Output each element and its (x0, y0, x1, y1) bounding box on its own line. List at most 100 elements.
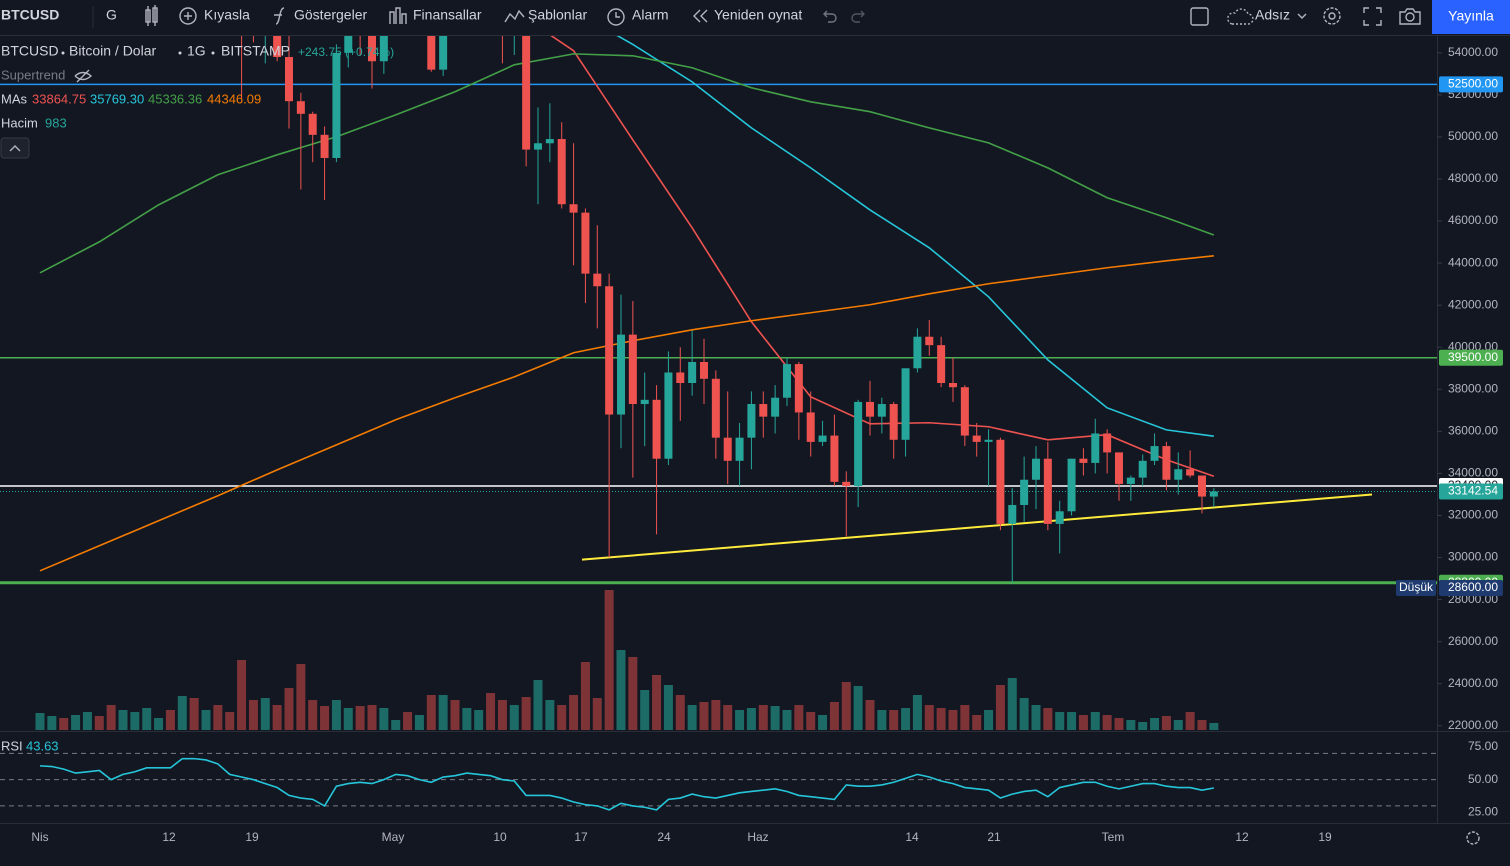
volume-bar (616, 650, 626, 730)
toolbar-button[interactable]: Finansallar (413, 7, 482, 23)
fullscreen-icon[interactable] (1363, 7, 1382, 26)
volume-bar (237, 660, 247, 730)
level-tag-bg (1439, 76, 1503, 93)
volume-bar (533, 680, 543, 730)
legend-change: +243.75 (+0.74%) (298, 45, 394, 59)
level-tag-bg (1439, 349, 1503, 366)
volume-bar (735, 710, 745, 730)
volume-bar (794, 705, 804, 730)
volume-bar (189, 698, 199, 730)
volume-bar (924, 705, 934, 730)
dot (178, 51, 182, 55)
trendline (581, 493, 1373, 561)
layout-name[interactable]: Adsız (1255, 7, 1290, 23)
redo-icon[interactable] (851, 10, 865, 23)
volume-bar (486, 693, 496, 730)
chart-type-icon[interactable] (145, 5, 158, 26)
interval-button[interactable]: G (106, 7, 117, 23)
volume-bar (652, 675, 662, 730)
candle-body (522, 36, 531, 150)
y-tick-label: 32000.00 (1448, 508, 1498, 522)
volume-bar (1197, 720, 1207, 730)
candle-body (427, 36, 436, 70)
ma-value: 33864.75 (32, 91, 86, 106)
volume-bar (853, 686, 863, 730)
y-tick-label: 44000.00 (1448, 255, 1498, 269)
volume-bar (723, 705, 733, 730)
volume-bar (331, 700, 341, 730)
toolbar-button[interactable]: Alarm (632, 7, 669, 23)
volume-bar (1126, 720, 1136, 730)
dropdown-icon[interactable] (1297, 13, 1307, 19)
candle-body (308, 113, 317, 135)
toolbar-button[interactable]: Yeniden oynat (714, 7, 802, 23)
candle-body (972, 435, 981, 442)
volume-bar (106, 705, 116, 730)
candle-body (699, 361, 708, 379)
candle-body (1209, 491, 1218, 497)
hidden-icon[interactable] (74, 69, 93, 83)
volume-bar (213, 705, 223, 730)
toolbar-button[interactable]: Göstergeler (294, 7, 367, 23)
legend-exchange: BITSTAMP (221, 43, 290, 59)
candle-body (735, 437, 744, 461)
ma-value: 45336.36 (148, 91, 202, 106)
x-tick-label: 14 (905, 830, 919, 844)
candle-body (877, 404, 886, 417)
candle-body (996, 439, 1005, 524)
low-tag-bg (1439, 579, 1503, 596)
candle-body (1043, 458, 1052, 524)
moving-average (616, 36, 1214, 438)
y-tick-label: 42000.00 (1448, 297, 1498, 311)
rsi-pane (0, 752, 1437, 811)
legend-interval: 1G (187, 43, 206, 59)
volume-bar (818, 715, 828, 730)
toolbar-button[interactable]: Şablonlar (528, 7, 587, 23)
candle-body (379, 36, 388, 62)
volume-bar (118, 710, 128, 730)
candle-body (901, 368, 910, 440)
camera-icon[interactable] (1399, 8, 1421, 25)
publish-button[interactable] (1432, 0, 1510, 34)
candle-body (794, 364, 803, 413)
volume-bar (829, 702, 839, 730)
publish-label[interactable]: Yayınla (1448, 8, 1494, 24)
x-tick-label: 19 (1318, 830, 1332, 844)
undo-icon[interactable] (823, 10, 837, 23)
rsi-line (39, 757, 1214, 811)
volume-bar (984, 710, 994, 730)
candle-body (1162, 446, 1171, 480)
candle-body (1103, 433, 1112, 453)
candle-body (284, 57, 293, 102)
volume-bar (1150, 718, 1160, 730)
settings-icon[interactable] (1323, 7, 1341, 25)
volume-bar (960, 705, 970, 730)
candle-body (439, 36, 448, 70)
x-tick-label: Haz (747, 830, 768, 844)
volume-bar (889, 710, 899, 730)
volume-bar (711, 700, 721, 730)
volume-bar (972, 715, 982, 730)
axis-settings-icon[interactable] (1466, 831, 1480, 845)
x-tick-label: Tem (1102, 830, 1125, 844)
candle-body (747, 404, 756, 438)
candle-body (332, 52, 341, 158)
volume-bar (1031, 705, 1041, 730)
volume-bar (426, 695, 436, 730)
y-tick-label: 24000.00 (1448, 676, 1498, 690)
toolbar (0, 0, 1510, 35)
layout-icon[interactable] (1190, 7, 1209, 26)
candle-body (865, 401, 874, 417)
candle-body (723, 437, 732, 461)
toolbar-button[interactable]: Kıyasla (204, 7, 250, 23)
volume-bar (35, 713, 45, 730)
candle-body (937, 345, 946, 383)
collapse-button[interactable] (0, 137, 30, 159)
candle-body (1114, 452, 1123, 484)
symbol-button[interactable]: BTCUSD (1, 7, 59, 23)
last-price-tag-bg (1439, 483, 1503, 500)
candle-body (296, 101, 305, 114)
low-text: Düşük (1399, 580, 1434, 594)
volume-bar (663, 685, 673, 730)
